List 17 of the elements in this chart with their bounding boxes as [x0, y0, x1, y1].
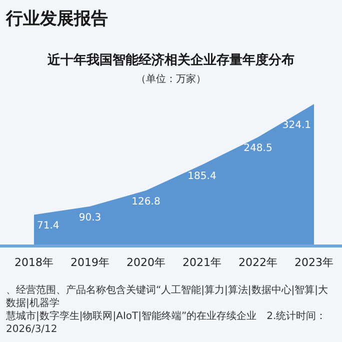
- x-tick-label: 2020年: [126, 256, 166, 269]
- data-label: 71.4: [37, 220, 60, 232]
- chart-title: 近十年我国智能经济相关企业存量年度分布: [46, 52, 294, 68]
- text: 行业发展报告: [5, 9, 108, 29]
- data-label: 90.3: [78, 212, 102, 224]
- data-label: 324.1: [282, 120, 311, 131]
- x-tick-label: 2021年: [182, 256, 222, 269]
- x-tick-label: 2019年: [70, 256, 110, 269]
- chart-subtitle: （单位：万家）: [136, 73, 206, 85]
- x-tick-label: 2023年: [294, 256, 334, 269]
- data-label: 248.5: [244, 143, 272, 154]
- x-tick-label: 2022年: [238, 256, 278, 269]
- text: 慧城市|数字孪生|物联网|AIoT|智能终端”的在业存续企业 2.统计时间：2026/3/12: [6, 310, 328, 336]
- data-label: 126.8: [132, 196, 160, 208]
- data-label: 185.4: [188, 170, 216, 182]
- text: 、经营范围、产品名称包含关键词“人工智能|算力|算法|数据中心|智算|大数据|机器学: [6, 284, 330, 310]
- x-tick-label: 2018年: [14, 256, 54, 269]
